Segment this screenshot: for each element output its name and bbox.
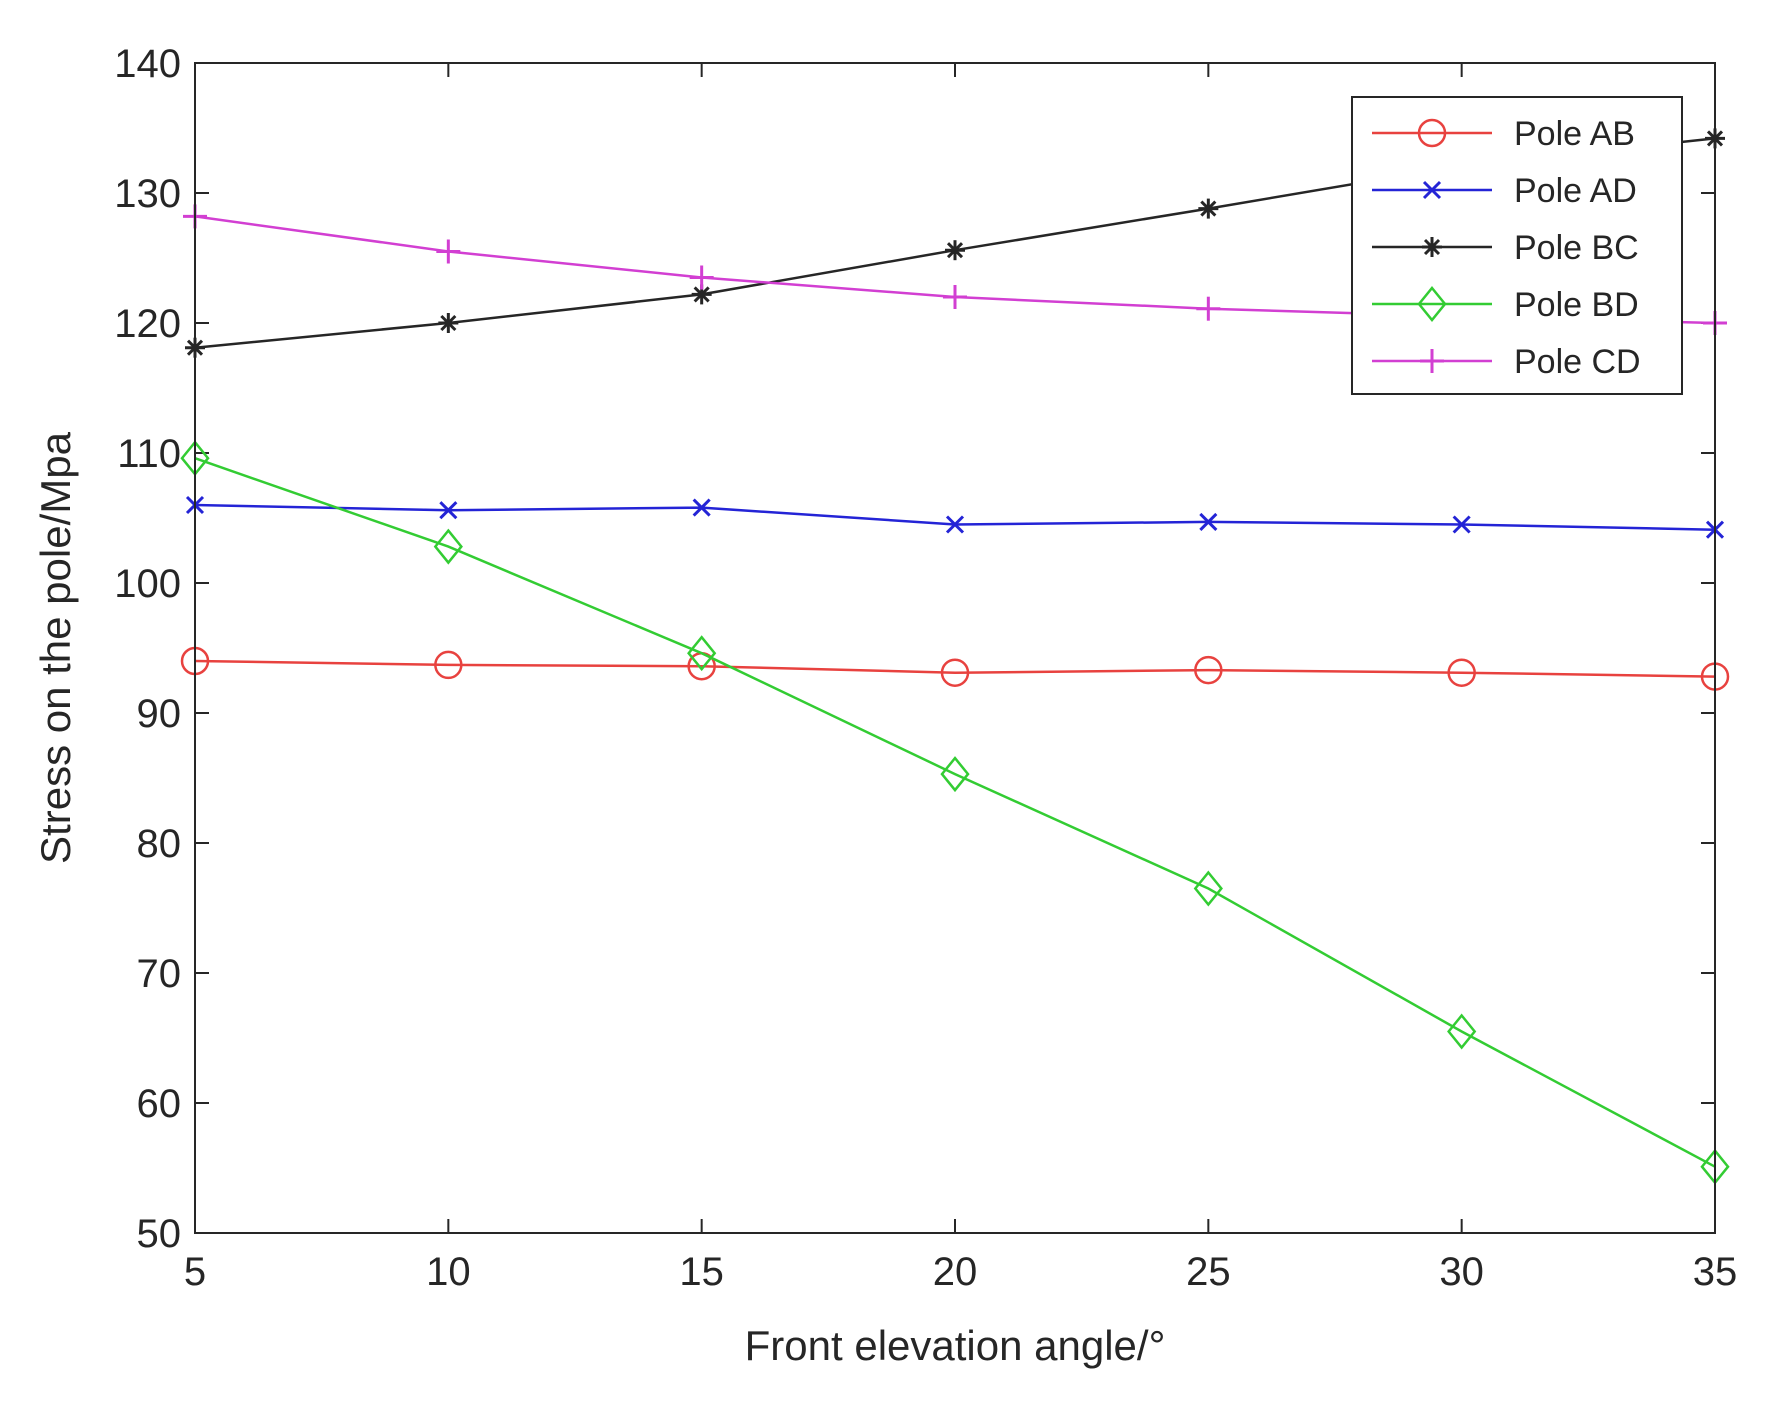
- legend-label-pole-ad: Pole AD: [1514, 172, 1637, 210]
- series-pole-ad: [185, 495, 1725, 539]
- data-point-pole-ab-3: [940, 658, 970, 687]
- legend-item-pole-cd: Pole CD: [1372, 343, 1641, 381]
- data-point-pole-ab-4: [1194, 655, 1223, 685]
- data-point-pole-cd-3: [943, 285, 967, 309]
- data-point-pole-cd-2: [689, 265, 714, 290]
- series-pole-bd: [180, 440, 1730, 1185]
- y-tick-label-6: 110: [117, 432, 181, 476]
- legend-item-pole-bd: Pole BD: [1372, 286, 1639, 324]
- legend-marker-pole-bc: [1422, 237, 1442, 257]
- x-tick-label-0: 5: [184, 1250, 206, 1294]
- data-point-pole-ad-5: [1452, 515, 1471, 534]
- y-tick-label-4: 90: [137, 692, 182, 736]
- legend-marker-pole-bd: [1417, 286, 1447, 322]
- legend-label-pole-bd: Pole BD: [1514, 286, 1639, 324]
- legend-marker-pole-ab: [1417, 118, 1447, 148]
- y-tick-label-0: 50: [137, 1212, 182, 1256]
- legend: Pole AB Pole AD Pole BC Pole BD Pole CD: [1351, 96, 1683, 395]
- series-line-pole-ab: [194, 659, 1716, 678]
- x-tick-labels: 5 10 15 20 25 30 35: [184, 1250, 1737, 1294]
- y-tick-label-9: 140: [114, 42, 181, 86]
- data-point-pole-ad-3: [945, 515, 965, 534]
- data-point-pole-cd-1: [436, 239, 461, 264]
- legend-label-pole-bc: Pole BC: [1514, 229, 1639, 267]
- x-tick-label-5: 30: [1439, 1250, 1484, 1294]
- x-tick-label-1: 10: [426, 1250, 471, 1294]
- legend-label-pole-ab: Pole AB: [1514, 115, 1635, 153]
- data-point-pole-ad-1: [439, 501, 458, 520]
- legend-marker-pole-ad: [1422, 180, 1442, 200]
- data-point-pole-bc-1: [438, 313, 459, 333]
- legend-box: [1351, 96, 1683, 395]
- plot-frame: [194, 62, 1716, 1234]
- legend-item-pole-ad: Pole AD: [1372, 172, 1637, 210]
- data-point-pole-bd-2: [687, 635, 717, 672]
- y-axis-label: Stress on the pole/Mpa: [32, 431, 79, 864]
- data-point-pole-cd-4: [1196, 296, 1221, 321]
- legend-label-pole-cd: Pole CD: [1514, 343, 1641, 381]
- data-point-pole-ad-4: [1199, 512, 1218, 531]
- y-tick-label-8: 130: [114, 172, 181, 216]
- data-point-pole-ab-5: [1447, 658, 1476, 687]
- x-axis-label: Front elevation angle/°: [745, 1322, 1166, 1369]
- y-tick-label-5: 100: [114, 562, 181, 606]
- legend-marker-pole-cd: [1420, 349, 1444, 373]
- x-tick-label-3: 20: [933, 1250, 978, 1294]
- data-point-pole-bc-4: [1198, 198, 1219, 219]
- data-point-pole-bc-3: [945, 240, 965, 261]
- x-tick-label-2: 15: [679, 1250, 724, 1294]
- data-point-pole-bd-4: [1193, 870, 1223, 907]
- data-point-pole-ab-1: [434, 650, 463, 680]
- data-point-pole-bd-3: [940, 756, 970, 793]
- data-point-pole-bd-5: [1447, 1013, 1477, 1050]
- x-tick-label-4: 25: [1186, 1250, 1231, 1294]
- y-tick-label-2: 70: [137, 952, 182, 996]
- y-tick-label-3: 80: [137, 822, 182, 866]
- series-line-pole-bd: [194, 457, 1716, 1168]
- data-point-pole-ad-2: [692, 498, 711, 517]
- x-tick-label-6: 35: [1693, 1250, 1738, 1294]
- legend-item-pole-bc: Pole BC: [1372, 229, 1639, 267]
- data-point-pole-bd-1: [433, 528, 463, 565]
- y-tick-labels: 50 60 70 80 90 100 110 120 130 140: [114, 42, 181, 1256]
- y-tick-label-7: 120: [114, 302, 181, 346]
- y-tick-label-1: 60: [137, 1082, 182, 1126]
- legend-item-pole-ab: Pole AB: [1372, 115, 1635, 153]
